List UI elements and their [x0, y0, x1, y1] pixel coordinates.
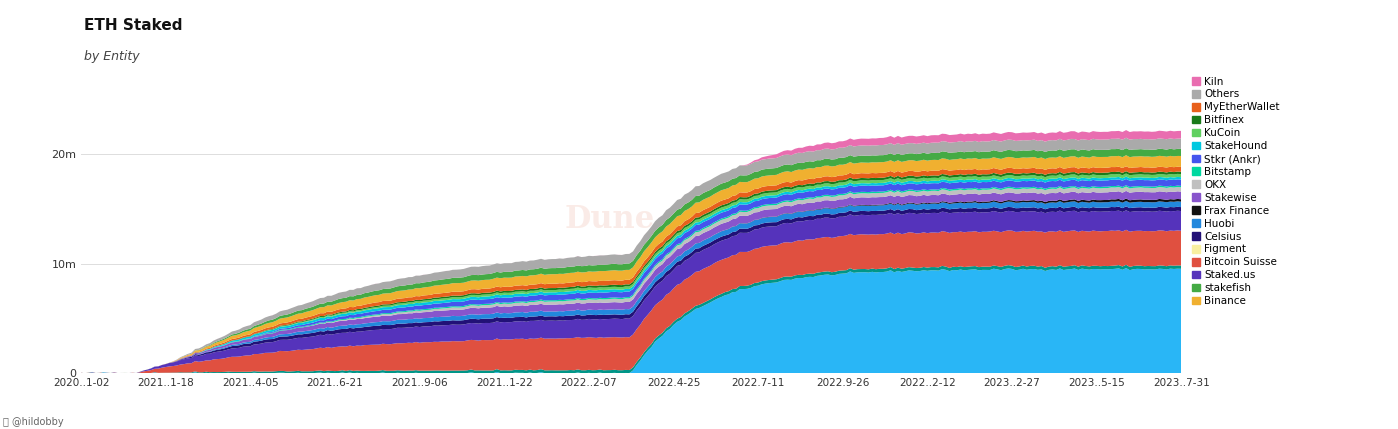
Text: 🎯 @hildobby: 🎯 @hildobby	[3, 417, 63, 427]
Text: by Entity: by Entity	[84, 50, 140, 63]
Text: Dune: Dune	[563, 204, 654, 235]
Text: ETH Staked: ETH Staked	[84, 18, 182, 33]
Legend: Kiln, Others, MyEtherWallet, Bitfinex, KuCoin, StakeHound, Stkr (Ankr), Bitstamp: Kiln, Others, MyEtherWallet, Bitfinex, K…	[1192, 76, 1279, 306]
